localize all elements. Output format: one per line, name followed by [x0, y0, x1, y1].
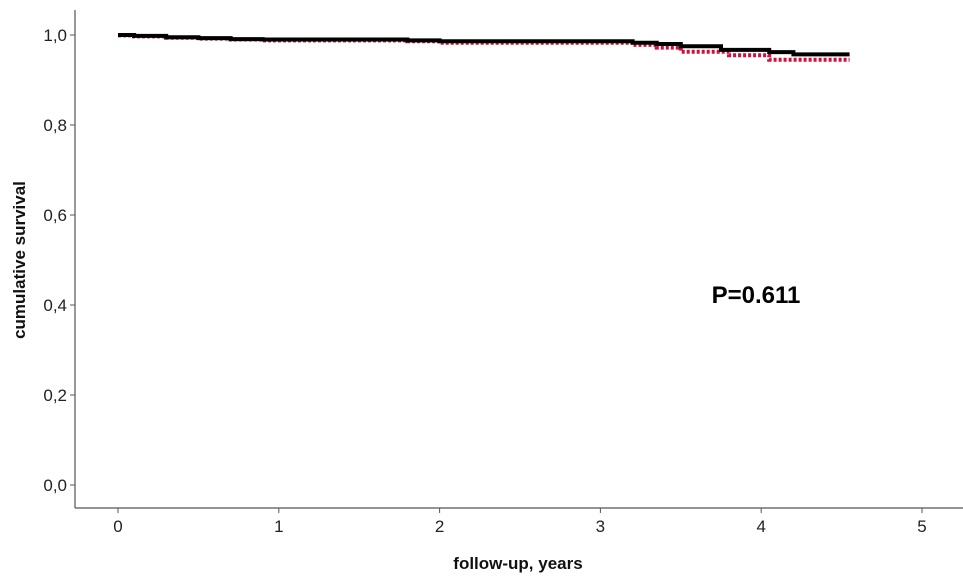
y-tick-label: 1,0 — [43, 26, 67, 45]
y-tick-label: 0,8 — [43, 116, 67, 135]
p-value-annotation: P=0.611 — [712, 282, 801, 309]
axes: 0,0 0,2 0,4 0,6 0,8 1,0 0 1 2 3 4 5 — [43, 10, 963, 536]
y-tick-label: 0,0 — [43, 476, 67, 495]
series-layer — [118, 33, 850, 62]
y-tick-label: 0,6 — [43, 206, 67, 225]
x-tick-label: 1 — [274, 517, 283, 536]
x-tick-label: 4 — [756, 517, 765, 536]
y-tick-label: 0,4 — [43, 296, 67, 315]
survival-line-solid-black — [118, 33, 850, 57]
x-tick-label: 5 — [917, 517, 926, 536]
y-tick-label: 0,2 — [43, 386, 67, 405]
x-tick-label: 3 — [596, 517, 605, 536]
x-tick-label: 2 — [435, 517, 444, 536]
x-tick-label: 0 — [113, 517, 122, 536]
x-axis-title: follow-up, years — [453, 554, 582, 573]
y-axis-title: cumulative survival — [10, 181, 29, 339]
